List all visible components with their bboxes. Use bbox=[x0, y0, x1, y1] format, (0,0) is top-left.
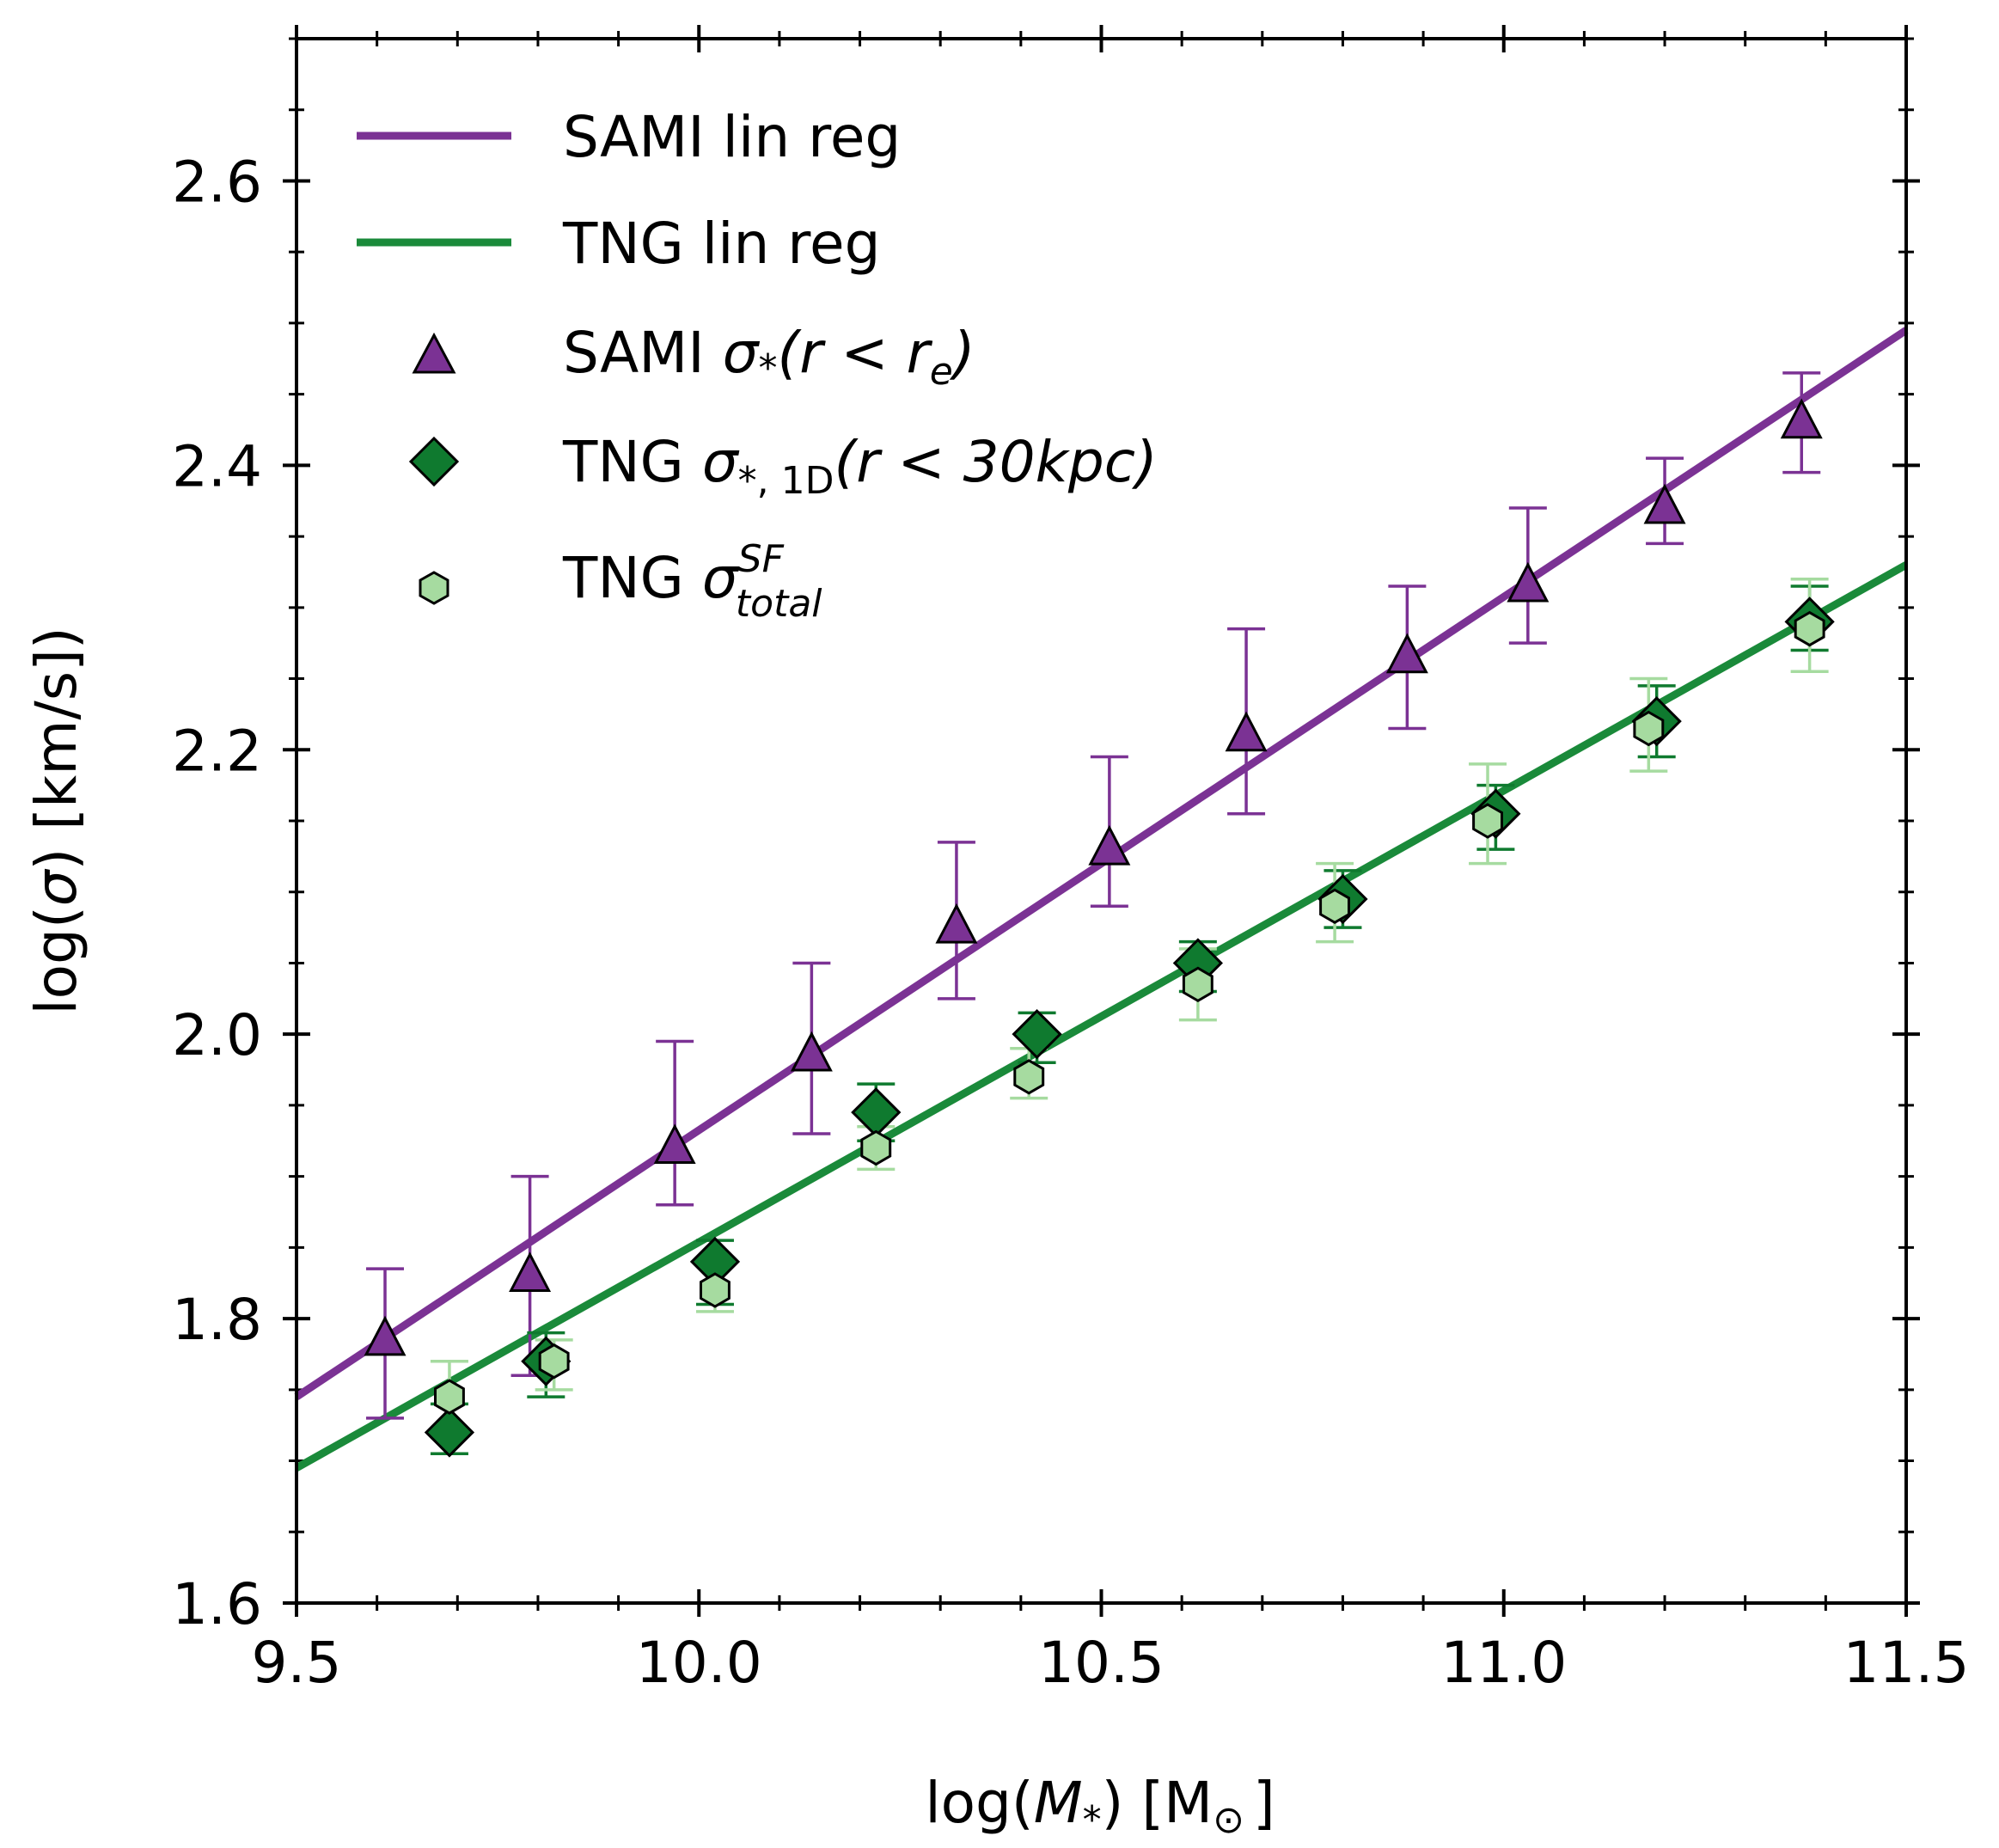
tng-hexagon-point bbox=[860, 1129, 892, 1166]
legend-sami-triangle-marker bbox=[412, 332, 456, 374]
sami-point bbox=[1225, 711, 1268, 752]
y-tick-label: 2.2 bbox=[172, 718, 262, 784]
y-tick-label: 2.6 bbox=[172, 149, 262, 215]
sami-point bbox=[935, 903, 978, 944]
legend-sami-points-label: SAMI σ*(r < re) bbox=[563, 320, 975, 394]
sami-point bbox=[1088, 824, 1131, 866]
tng-hexagon-point bbox=[1013, 1059, 1045, 1095]
tng-hexagon-point bbox=[1633, 710, 1665, 747]
x-axis-label: log(M*) [M⊙] bbox=[925, 1770, 1275, 1842]
x-tick-label: 11.0 bbox=[1440, 1630, 1567, 1696]
data-points-group bbox=[364, 398, 1835, 1458]
legend-tng-diamond-label: TNG σ*, 1D(r < 30kpc) bbox=[562, 429, 1158, 503]
plot-frame bbox=[295, 37, 1908, 1605]
tng-hexagon-point bbox=[538, 1343, 570, 1380]
tng-diamond-point bbox=[424, 1407, 475, 1458]
sami-point bbox=[509, 1251, 552, 1292]
y-tick-label: 1.6 bbox=[172, 1571, 262, 1637]
sami-point bbox=[1643, 483, 1686, 524]
sami-point bbox=[364, 1315, 407, 1356]
legend-tng-line-label: TNG lin reg bbox=[562, 211, 880, 277]
legend-tng-hexagon-label: TNG σSF total bbox=[562, 537, 822, 626]
tng-hexagon-point bbox=[700, 1272, 731, 1308]
sami-point bbox=[653, 1123, 696, 1165]
legend: SAMI lin reg TNG lin reg SAMI σ*(r < re)… bbox=[357, 104, 1158, 626]
tng-hexagon-point bbox=[434, 1379, 465, 1415]
x-tick-label: 10.5 bbox=[1038, 1630, 1165, 1696]
legend-tng-hexagon-marker bbox=[419, 571, 449, 605]
x-tick-label: 9.5 bbox=[252, 1630, 342, 1696]
x-tick-label: 10.0 bbox=[636, 1630, 762, 1696]
x-tick-label: 11.5 bbox=[1843, 1630, 1970, 1696]
sami-point bbox=[1385, 633, 1428, 674]
tng-hexagon-point bbox=[1182, 966, 1213, 1003]
y-tick-label: 2.4 bbox=[172, 433, 262, 499]
tng-hexagon-point bbox=[1472, 803, 1503, 839]
tick-labels-group: 9.5 10.0 10.5 11.0 11.5 1.6 1.8 2.0 2.2 2.4 2.6 bbox=[172, 149, 1969, 1696]
sami-point bbox=[1780, 398, 1823, 439]
legend-tng-diamond-marker bbox=[408, 436, 460, 487]
sami-point bbox=[790, 1031, 833, 1072]
y-tick-label: 1.8 bbox=[172, 1287, 262, 1353]
y-axis-label: log(σ) [km/s]) bbox=[23, 627, 89, 1014]
y-tick-label: 2.0 bbox=[172, 1002, 262, 1068]
sami-point bbox=[1507, 561, 1550, 603]
legend-sami-line-label: SAMI lin reg bbox=[563, 104, 901, 170]
tng-hexagon-point bbox=[1319, 888, 1350, 925]
tng-diamond-point bbox=[1012, 1009, 1062, 1060]
tng-hexagon-point bbox=[1794, 610, 1825, 647]
